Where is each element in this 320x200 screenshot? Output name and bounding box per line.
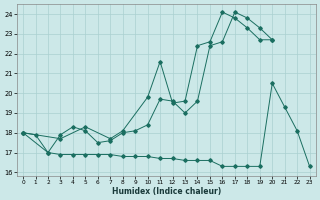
X-axis label: Humidex (Indice chaleur): Humidex (Indice chaleur) (112, 187, 221, 196)
